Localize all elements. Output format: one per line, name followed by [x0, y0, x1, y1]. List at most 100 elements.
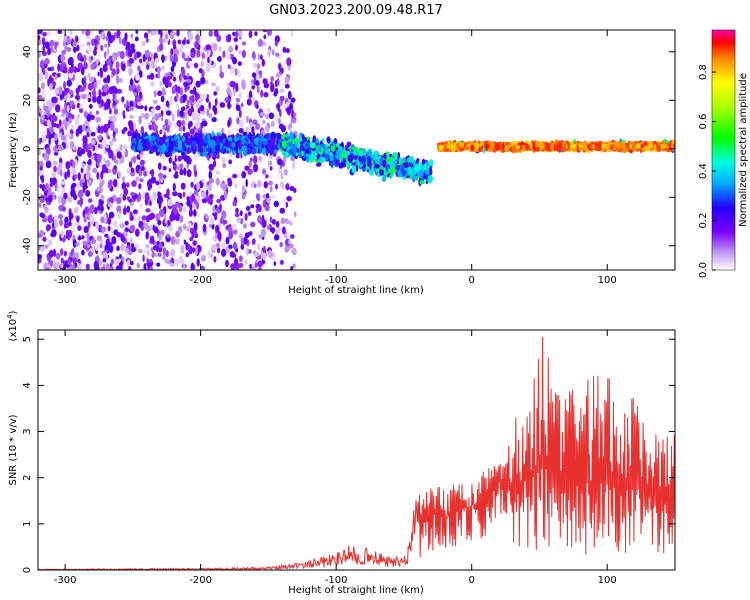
heatmap-cell: [275, 221, 280, 228]
heatmap-cell: [95, 110, 100, 115]
heatmap-cell: [77, 62, 83, 70]
heatmap-cell: [215, 170, 220, 176]
heatmap-cell: [145, 37, 149, 43]
heatmap-cell: [227, 129, 232, 138]
heatmap-cell: [177, 226, 183, 234]
heatmap-cell: [120, 243, 125, 252]
heatmap-cell: [139, 58, 143, 64]
heatmap-cell: [192, 140, 197, 146]
heatmap-cell: [181, 68, 186, 77]
heatmap-cell: [172, 76, 177, 82]
heatmap-cell: [223, 190, 228, 199]
heatmap-cell: [164, 55, 168, 61]
heatmap-cell: [57, 214, 64, 220]
heatmap-cell: [201, 178, 205, 183]
heatmap-cell: [194, 40, 200, 49]
heatmap-cell: [104, 244, 108, 251]
heatmap-cell: [58, 119, 62, 127]
heatmap-cell: [206, 108, 209, 117]
heatmap-cell: [76, 102, 81, 109]
heatmap-cell: [293, 211, 297, 218]
heatmap-cell: [97, 71, 100, 77]
heatmap-cell: [114, 258, 120, 265]
heatmap-cell: [82, 241, 88, 246]
heatmap-cell: [176, 30, 180, 37]
heatmap-cell: [144, 105, 148, 112]
heatmap-cell: [175, 103, 180, 110]
heatmap-cell: [187, 34, 193, 42]
heatmap-cell: [176, 109, 180, 118]
heatmap-cell: [85, 190, 91, 197]
heatmap-cell: [116, 88, 122, 94]
heatmap-cell: [322, 138, 325, 143]
heatmap-cell: [38, 37, 41, 46]
heatmap-cell: [65, 87, 70, 94]
heatmap-cell: [152, 147, 156, 153]
heatmap-cell: [141, 215, 147, 221]
heatmap-cell: [49, 82, 53, 91]
heatmap-cell: [270, 81, 273, 86]
heatmap-cell: [123, 114, 126, 119]
heatmap-cell: [165, 100, 170, 107]
heatmap-cell: [179, 163, 184, 170]
heatmap-cell: [113, 165, 117, 170]
heatmap-cell: [251, 126, 255, 134]
heatmap-cell: [133, 91, 137, 97]
heatmap-cell: [60, 230, 65, 239]
heatmap-cell: [208, 49, 211, 56]
heatmap-cell: [159, 140, 164, 146]
heatmap-cell: [290, 265, 294, 270]
heatmap-cell: [164, 259, 171, 264]
heatmap-cell: [261, 214, 265, 221]
heatmap-cell: [88, 104, 93, 109]
heatmap-cell: [103, 157, 107, 164]
heatmap-cell: [215, 177, 220, 186]
heatmap-cell: [148, 266, 154, 270]
heatmap-cell: [330, 145, 336, 152]
heatmap-cell: [285, 48, 290, 54]
heatmap-cell: [128, 66, 133, 76]
heatmap-cell: [294, 141, 298, 147]
heatmap-cell: [108, 211, 115, 219]
heatmap-cell: [304, 149, 310, 154]
heatmap-cell: [67, 258, 72, 266]
heatmap-cell: [182, 125, 186, 132]
heatmap-cell: [71, 103, 76, 110]
heatmap-cell: [108, 34, 112, 42]
heatmap-cell: [271, 135, 275, 143]
heatmap-cell: [170, 48, 174, 57]
heatmap-cell: [205, 44, 212, 51]
heatmap-cell: [130, 261, 134, 266]
heatmap-cell: [212, 205, 216, 214]
heatmap-cell: [147, 185, 151, 191]
heatmap-cell: [168, 152, 173, 157]
heatmap-cell: [378, 168, 385, 176]
heatmap-cell: [137, 133, 141, 137]
heatmap-cell: [80, 66, 85, 76]
heatmap-cell: [71, 161, 76, 169]
heatmap-cell: [133, 123, 136, 132]
heatmap-cell: [374, 163, 380, 169]
heatmap-cell: [168, 137, 172, 147]
heatmap-cell: [81, 235, 85, 240]
heatmap-cell: [160, 95, 165, 103]
heatmap-cell: [116, 197, 122, 205]
heatmap-cell: [40, 213, 46, 219]
heatmap-cell: [49, 177, 53, 183]
heatmap-cell: [38, 105, 41, 114]
heatmap-cell: [73, 193, 77, 201]
heatmap-cell: [148, 259, 153, 264]
heatmap-cell: [81, 148, 86, 155]
heatmap-cell: [56, 72, 61, 78]
heatmap-cell: [263, 245, 266, 253]
heatmap-cell: [255, 68, 260, 75]
heatmap-cell: [54, 87, 60, 95]
heatmap-cell: [251, 147, 257, 154]
heatmap-cell: [48, 194, 53, 203]
heatmap-cell: [100, 44, 104, 52]
heatmap-cell: [83, 225, 89, 234]
heatmap-cell: [162, 166, 167, 171]
heatmap-cell: [202, 120, 208, 127]
heatmap-cell: [279, 95, 285, 102]
